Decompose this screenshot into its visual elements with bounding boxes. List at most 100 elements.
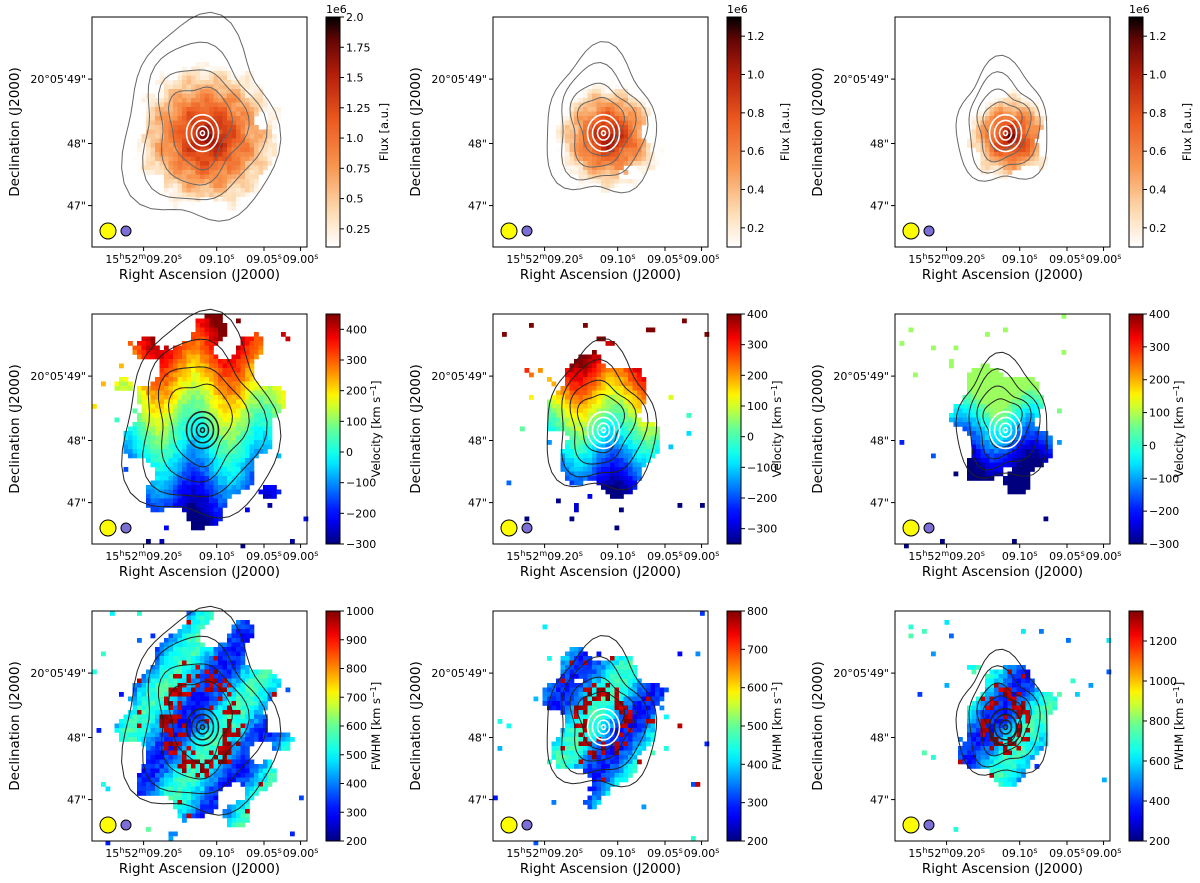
purple-beam-marker bbox=[120, 225, 132, 237]
colorbar bbox=[325, 313, 341, 545]
plot-frame bbox=[492, 610, 709, 842]
x-tick-label: 09.10s bbox=[1002, 549, 1038, 563]
colorbar-tick-label: 300 bbox=[346, 806, 367, 819]
colorbar-tick-label: 400 bbox=[346, 323, 367, 336]
purple-beam-marker bbox=[521, 819, 533, 831]
colorbar-tick-label: 0.5 bbox=[346, 193, 364, 206]
colorbar-tick-label: 400 bbox=[346, 778, 367, 791]
heatmap-cells bbox=[101, 17, 295, 247]
colorbar-tick-label: 0.4 bbox=[1149, 184, 1167, 197]
x-tick-label: 09.10s bbox=[199, 549, 235, 563]
yellow-beam-marker bbox=[99, 222, 117, 240]
x-axis-label: Right Ascension (J2000) bbox=[520, 564, 681, 580]
x-axis-label: Right Ascension (J2000) bbox=[922, 267, 1083, 283]
y-axis-label: Declination (J2000) bbox=[7, 661, 23, 790]
colorbar-tick-label: 500 bbox=[747, 720, 768, 733]
colorbar-tick-label: 2.0 bbox=[346, 11, 364, 24]
colorbar-tick-label: 0.75 bbox=[346, 162, 371, 175]
y-tick-label: 47" bbox=[468, 200, 487, 213]
colorbar-tick-label: 1200 bbox=[1149, 635, 1177, 648]
x-tick-label: 09.00s bbox=[684, 549, 720, 563]
colorbar-label: FWHM [km s−1] bbox=[1172, 682, 1186, 771]
colorbar-tick-label: 200 bbox=[1149, 374, 1170, 387]
x-axis-label: Right Ascension (J2000) bbox=[119, 564, 280, 580]
colorbar-tick-label: 1.2 bbox=[1149, 30, 1167, 43]
colorbar-tick-label: 1.0 bbox=[346, 132, 364, 145]
contours bbox=[955, 648, 1048, 776]
colorbar-tick-label: 700 bbox=[747, 643, 768, 656]
colorbar-tick-label: 1.0 bbox=[1149, 69, 1167, 82]
colorbar bbox=[726, 16, 742, 248]
x-tick-label: 09.05s bbox=[246, 846, 282, 860]
colorbar-tick-label: −300 bbox=[747, 523, 777, 536]
y-tick-label: 20°05'49" bbox=[833, 667, 889, 680]
colorbar-tick-label: 100 bbox=[346, 415, 367, 428]
colorbar-tick-label: −100 bbox=[1149, 472, 1179, 485]
colorbar-tick-label: 0.25 bbox=[346, 223, 371, 236]
colorbar-exponent: 1e6 bbox=[727, 3, 748, 16]
colorbar-tick-label: −200 bbox=[1149, 505, 1179, 518]
purple-beam-marker bbox=[521, 522, 533, 534]
y-axis-label: Declination (J2000) bbox=[7, 364, 23, 493]
yellow-beam-marker bbox=[902, 816, 920, 834]
colorbar-tick-label: 1.0 bbox=[747, 69, 765, 82]
y-tick-label: 20°05'49" bbox=[30, 667, 86, 680]
colorbar-label: Velocity [km s−1] bbox=[770, 380, 784, 477]
heatmap-cells bbox=[493, 35, 705, 247]
y-tick-label: 47" bbox=[67, 497, 86, 510]
colorbar-tick-label: 1000 bbox=[1149, 675, 1177, 688]
contours bbox=[121, 308, 282, 519]
colorbar bbox=[726, 313, 742, 545]
y-tick-label: 48" bbox=[870, 138, 889, 151]
colorbar-tick-label: 0.8 bbox=[1149, 107, 1167, 120]
y-tick-label: 20°05'49" bbox=[30, 370, 86, 383]
x-tick-label: 09.00s bbox=[684, 252, 720, 266]
contours bbox=[121, 605, 282, 816]
x-axis-label: Right Ascension (J2000) bbox=[520, 267, 681, 283]
colorbar bbox=[1128, 313, 1144, 545]
x-tick-label: 15h52m09.20s bbox=[506, 846, 583, 860]
yellow-beam-marker bbox=[99, 816, 117, 834]
beam-legend bbox=[902, 519, 935, 537]
colorbar-tick-label: 200 bbox=[346, 835, 367, 848]
purple-beam-marker bbox=[120, 522, 132, 534]
y-tick-label: 48" bbox=[468, 138, 487, 151]
x-axis-label: Right Ascension (J2000) bbox=[119, 861, 280, 877]
colorbar-tick-label: 0.8 bbox=[747, 107, 765, 120]
purple-beam-marker bbox=[923, 522, 935, 534]
x-tick-label: 09.00s bbox=[283, 252, 319, 266]
colorbar-tick-label: 800 bbox=[747, 605, 768, 618]
colorbar-tick-label: 0.4 bbox=[747, 184, 765, 197]
colorbar-tick-label: 600 bbox=[747, 682, 768, 695]
x-axis-label: Right Ascension (J2000) bbox=[520, 861, 681, 877]
colorbar-tick-label: 800 bbox=[346, 663, 367, 676]
colorbar-tick-label: 1.5 bbox=[346, 72, 364, 85]
x-tick-label: 09.10s bbox=[600, 549, 636, 563]
beam-legend bbox=[500, 519, 533, 537]
x-tick-label: 15h52m09.20s bbox=[105, 549, 182, 563]
y-tick-label: 48" bbox=[67, 732, 86, 745]
x-tick-label: 09.00s bbox=[1086, 252, 1122, 266]
contours bbox=[546, 635, 658, 788]
purple-beam-marker bbox=[923, 225, 935, 237]
colorbar-tick-label: 0.2 bbox=[747, 222, 765, 235]
x-tick-label: 09.10s bbox=[199, 846, 235, 860]
x-axis-label: Right Ascension (J2000) bbox=[922, 861, 1083, 877]
y-axis-label: Declination (J2000) bbox=[7, 67, 23, 196]
x-tick-label: 15h52m09.20s bbox=[105, 252, 182, 266]
colorbar-tick-label: 1.75 bbox=[346, 41, 371, 54]
colorbar-tick-label: −200 bbox=[346, 507, 376, 520]
colorbar-tick-label: 200 bbox=[346, 385, 367, 398]
colorbar-tick-label: 0.6 bbox=[747, 145, 765, 158]
colorbar-tick-label: 0 bbox=[747, 431, 754, 444]
colorbar-tick-label: 300 bbox=[747, 797, 768, 810]
colorbar-exponent: 1e6 bbox=[1129, 3, 1150, 16]
yellow-beam-marker bbox=[500, 816, 518, 834]
colorbar-tick-label: 1.2 bbox=[747, 30, 765, 43]
colorbar-tick-label: −300 bbox=[1149, 538, 1179, 551]
colorbar-tick-label: 400 bbox=[1149, 795, 1170, 808]
plot-frame bbox=[492, 16, 709, 248]
